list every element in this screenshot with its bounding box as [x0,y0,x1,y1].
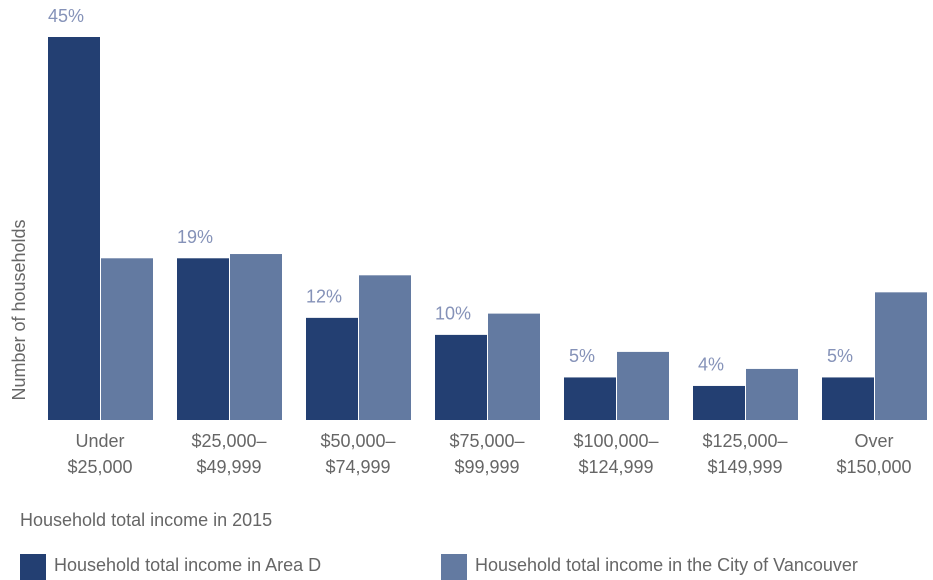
legend-label: Household total income in the City of Va… [475,555,858,575]
x-tick-label: $25,000– [191,431,266,451]
bar [564,377,616,420]
bar [101,258,153,420]
x-tick-label: $74,999 [325,457,390,477]
y-axis-title: Number of households [9,219,29,400]
x-tick-label: $149,999 [707,457,782,477]
x-axis-title: Household total income in 2015 [20,510,272,530]
x-tick-label: $50,000– [320,431,395,451]
bar [693,385,745,420]
bar [177,258,229,420]
bar [48,37,100,420]
bar [875,292,927,420]
bar [230,254,282,420]
value-label: 10% [435,304,471,324]
legend-swatch [441,554,467,580]
x-tick-label: $125,000– [702,431,787,451]
value-label: 4% [698,355,724,375]
legend-swatch [20,554,46,580]
value-label: 45% [48,6,84,26]
x-tick-label: $25,000 [67,457,132,477]
x-tick-label: $124,999 [578,457,653,477]
x-tick-label: Over [854,431,893,451]
x-tick-label: $75,000– [449,431,524,451]
legend-label: Household total income in Area D [54,555,321,575]
value-label: 19% [177,227,213,247]
x-tick-label: Under [75,431,124,451]
bar [617,351,669,420]
x-tick-label: $150,000 [836,457,911,477]
bar [435,334,487,420]
bar [488,313,540,420]
x-tick-label: $99,999 [454,457,519,477]
bar [306,317,358,420]
bar [746,368,798,420]
bar [822,377,874,420]
value-label: 5% [827,346,853,366]
bar [359,275,411,420]
value-label: 5% [569,346,595,366]
value-label: 12% [306,287,342,307]
x-tick-label: $49,999 [196,457,261,477]
x-tick-label: $100,000– [573,431,658,451]
